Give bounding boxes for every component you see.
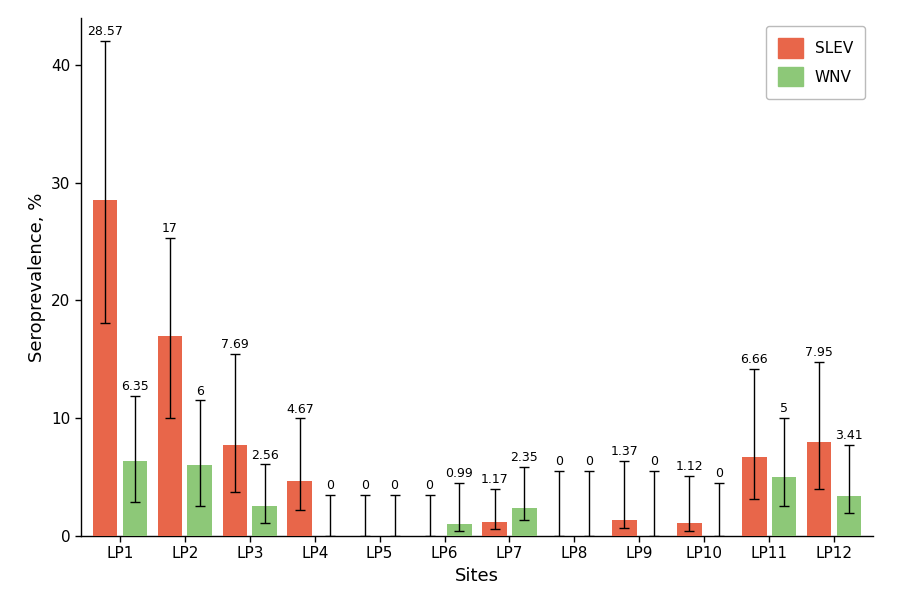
Bar	[122, 461, 148, 536]
Legend: SLEV, WNV: SLEV, WNV	[766, 26, 866, 99]
Bar	[222, 445, 248, 536]
Text: 17: 17	[162, 222, 178, 235]
Bar	[482, 522, 507, 536]
Bar	[612, 520, 636, 536]
Text: 2.35: 2.35	[510, 451, 538, 464]
Bar	[187, 465, 212, 536]
Bar	[512, 508, 536, 536]
Text: 7.95: 7.95	[806, 346, 833, 359]
Text: 6.66: 6.66	[741, 353, 768, 366]
Text: 2.56: 2.56	[251, 448, 279, 462]
Text: 28.57: 28.57	[87, 25, 123, 38]
Text: 0: 0	[650, 455, 658, 468]
Y-axis label: Seroprevalence, %: Seroprevalence, %	[28, 192, 46, 362]
Text: 0: 0	[326, 479, 334, 492]
Text: 0: 0	[716, 467, 723, 480]
Text: 6.35: 6.35	[121, 380, 148, 394]
Bar	[287, 481, 312, 536]
Bar	[93, 200, 117, 536]
Text: 1.37: 1.37	[610, 445, 638, 458]
Text: 0: 0	[555, 455, 563, 468]
Bar	[806, 442, 832, 536]
Bar	[158, 336, 183, 536]
Bar	[447, 524, 472, 536]
Text: 4.67: 4.67	[286, 403, 313, 415]
Text: 1.17: 1.17	[481, 473, 508, 486]
Bar	[252, 506, 277, 536]
Text: 0: 0	[361, 479, 369, 492]
Bar	[742, 458, 767, 536]
Text: 0: 0	[391, 479, 399, 492]
Text: 7.69: 7.69	[221, 338, 248, 350]
Text: 0.99: 0.99	[446, 467, 473, 480]
Text: 6: 6	[196, 385, 203, 397]
Text: 3.41: 3.41	[835, 429, 863, 442]
Text: 0: 0	[585, 455, 593, 468]
Bar	[677, 523, 702, 536]
Text: 0: 0	[426, 479, 434, 492]
X-axis label: Sites: Sites	[455, 566, 499, 585]
Bar	[771, 477, 796, 536]
Text: 5: 5	[780, 402, 788, 415]
Bar	[837, 495, 861, 536]
Text: 1.12: 1.12	[676, 459, 703, 473]
